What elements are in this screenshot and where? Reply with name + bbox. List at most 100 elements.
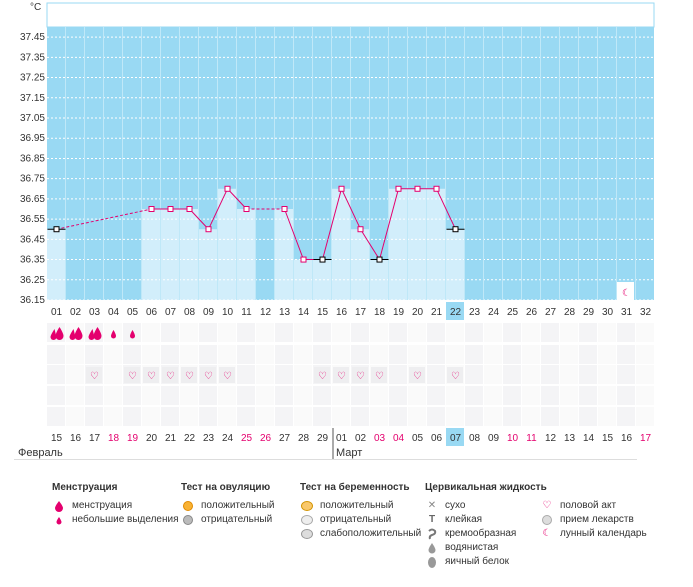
blood-drop-icon — [69, 327, 83, 340]
symptom-cell — [332, 386, 350, 405]
temperature-line-segment — [189, 208, 209, 230]
symptom-cell — [408, 386, 426, 405]
heart-icon: ♡ — [223, 371, 232, 382]
cycle-day-label: 07 — [165, 307, 177, 318]
symptom-cell — [351, 345, 369, 364]
symptom-cell — [427, 365, 445, 384]
symptom-cell — [313, 323, 331, 342]
legend-menstruation: Менструация менструация небольшие выделе… — [52, 482, 179, 527]
temperature-bar — [313, 259, 331, 300]
date-label: 02 — [355, 433, 367, 444]
date-label: 07 — [450, 433, 462, 444]
cycle-day-label: 01 — [51, 307, 63, 318]
ovulation-positive-icon — [181, 499, 195, 513]
symptom-cell — [522, 323, 540, 342]
date-label: 26 — [260, 433, 272, 444]
symptom-cell — [541, 386, 559, 405]
symptom-cell — [142, 407, 160, 426]
temperature-point — [452, 226, 459, 233]
symptom-cell — [560, 345, 578, 364]
symptom-cell — [503, 386, 521, 405]
symptom-cell — [180, 323, 198, 342]
symptom-cell — [161, 323, 179, 342]
intercourse-cell — [181, 367, 197, 383]
symptom-cell — [351, 386, 369, 405]
temperature-point — [319, 256, 326, 263]
date-label: 23 — [203, 433, 215, 444]
date-label: 10 — [507, 433, 519, 444]
temperature-line-segment — [379, 188, 399, 260]
legend-item-ovulation-negative: отрицательный — [181, 513, 274, 527]
symptom-cell — [332, 345, 350, 364]
y-tick-label: 37.15 — [20, 93, 45, 104]
symptom-cell — [294, 345, 312, 364]
symptom-cell — [218, 386, 236, 405]
cycle-day-label: 10 — [222, 307, 234, 318]
symptom-cell — [47, 365, 65, 384]
symptom-cell — [560, 365, 578, 384]
temperature-line-segment — [56, 208, 152, 230]
cycle-day-label: 20 — [412, 307, 424, 318]
symptom-cell — [617, 323, 635, 342]
date-label: 16 — [621, 433, 633, 444]
symptom-cell — [313, 407, 331, 426]
symptom-cell — [579, 365, 597, 384]
temperature-line-segment — [322, 188, 342, 260]
symptom-cell — [598, 345, 616, 364]
symptom-cell — [370, 386, 388, 405]
temperature-bar — [389, 188, 407, 300]
cycle-day-label: 23 — [469, 307, 481, 318]
symptom-cell — [389, 386, 407, 405]
heart-icon: ♡ — [185, 371, 194, 382]
date-label: 22 — [184, 433, 196, 444]
temperature-line-segment — [208, 188, 228, 230]
temperature-line-segment — [436, 188, 456, 230]
heart-icon: ♡ — [375, 371, 384, 382]
cycle-day-label: 25 — [507, 307, 519, 318]
date-label: 08 — [469, 433, 481, 444]
symptom-cell — [484, 365, 502, 384]
symptom-cell — [256, 323, 274, 342]
temperature-point — [53, 226, 60, 233]
pill-icon — [540, 513, 554, 527]
temperature-bar — [408, 188, 426, 300]
heart-icon: ♡ — [204, 371, 213, 382]
cycle-day-highlight — [446, 302, 464, 320]
temperature-bar — [351, 229, 369, 300]
water-drop-icon — [425, 541, 439, 555]
legend-item-spotting: небольшие выделения — [52, 513, 179, 527]
cycle-day-label: 15 — [317, 307, 329, 318]
cycle-day-label: 28 — [564, 307, 576, 318]
symptom-cell — [161, 407, 179, 426]
symptom-cell — [541, 345, 559, 364]
heart-icon: ♡ — [413, 371, 422, 382]
legend-item-dry: ✕ сухо — [425, 499, 547, 513]
symptom-cell — [104, 345, 122, 364]
intercourse-cell — [352, 367, 368, 383]
y-tick-label: 36.15 — [20, 295, 45, 306]
legend-title-cervical: Цервикальная жидкость — [425, 482, 547, 493]
intercourse-cell — [86, 367, 102, 383]
symptom-cell — [389, 407, 407, 426]
symptom-cell — [636, 407, 654, 426]
blood-drop-icon — [88, 327, 102, 340]
cycle-day-label: 32 — [640, 307, 652, 318]
small-drop-icon — [130, 330, 135, 339]
symptom-cell — [427, 345, 445, 364]
pregnancy-weak-icon — [300, 527, 314, 541]
symptom-cell — [332, 407, 350, 426]
cycle-day-label: 31 — [621, 307, 633, 318]
creamy-icon — [425, 527, 439, 541]
legend-item-pregnancy-negative: отрицательный — [300, 513, 421, 527]
date-label: 15 — [602, 433, 614, 444]
symptom-cell — [161, 386, 179, 405]
y-tick-label: 36.65 — [20, 194, 45, 205]
symptom-cell — [465, 407, 483, 426]
symptom-cell — [560, 386, 578, 405]
y-tick-label: 36.85 — [20, 153, 45, 164]
symptom-cell — [484, 345, 502, 364]
symptom-cell — [541, 323, 559, 342]
symptom-cell — [332, 323, 350, 342]
symptom-cell — [446, 323, 464, 342]
cycle-day-label: 19 — [393, 307, 405, 318]
